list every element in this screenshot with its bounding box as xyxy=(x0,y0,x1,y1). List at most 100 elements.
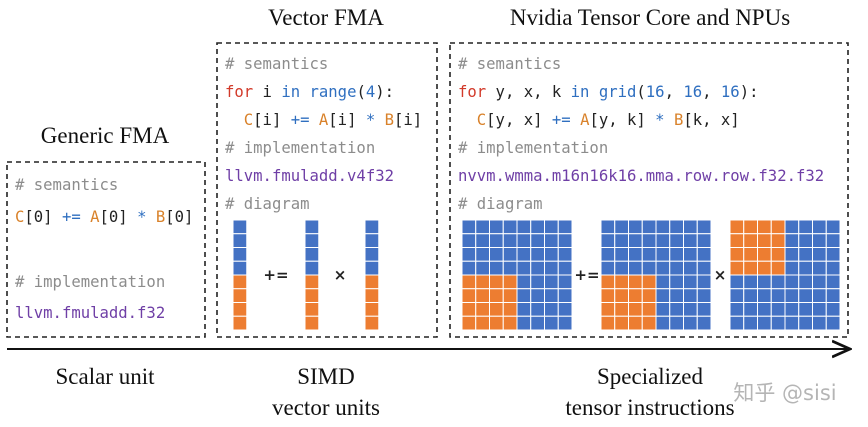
cell xyxy=(232,247,248,262)
cell xyxy=(475,219,490,235)
cell xyxy=(516,274,532,290)
cell xyxy=(743,315,758,331)
code-token: i xyxy=(253,83,281,101)
cell xyxy=(812,219,827,235)
code-line: # implementation xyxy=(458,139,608,157)
code-token: # diagram xyxy=(225,195,310,213)
code-line: # implementation xyxy=(225,139,375,157)
code-line: # diagram xyxy=(225,195,310,213)
cell xyxy=(628,233,643,248)
axis-label: vector units xyxy=(272,395,380,420)
cell xyxy=(743,233,758,248)
code-token: [0] xyxy=(165,208,193,226)
cell xyxy=(770,233,786,248)
cell xyxy=(544,233,559,248)
cell xyxy=(614,247,629,262)
code-token: for xyxy=(458,83,486,101)
code-line: # semantics xyxy=(458,55,561,73)
cell xyxy=(232,302,248,317)
code-token: ): xyxy=(375,83,394,101)
cell xyxy=(364,233,380,248)
cell xyxy=(461,219,477,235)
cell xyxy=(696,274,712,290)
cell xyxy=(655,274,671,290)
code-token: # implementation xyxy=(15,273,165,291)
code-token: * xyxy=(137,208,146,226)
code-line: for y, x, k in grid(16, 16, 16): xyxy=(458,83,758,101)
cell xyxy=(770,260,786,276)
cell xyxy=(784,315,800,331)
cell xyxy=(557,260,573,276)
cell xyxy=(614,260,629,276)
cell xyxy=(502,315,518,331)
code-token: B xyxy=(156,208,165,226)
code-token: A xyxy=(319,111,329,129)
watermark: 知乎 @sisi xyxy=(733,381,836,405)
code-token: # semantics xyxy=(458,55,561,73)
cell xyxy=(784,260,800,276)
cell xyxy=(516,302,532,317)
panel-title: Nvidia Tensor Core and NPUs xyxy=(510,5,790,30)
cell xyxy=(757,219,772,235)
code-token: [y, k] xyxy=(589,111,655,129)
cell xyxy=(475,233,490,248)
cell xyxy=(364,260,380,276)
cell xyxy=(641,260,657,276)
code-token: ( xyxy=(636,83,645,101)
cell xyxy=(770,302,786,317)
cell xyxy=(683,274,698,290)
cell xyxy=(489,288,504,303)
cell xyxy=(729,260,745,276)
cell xyxy=(628,260,643,276)
cell xyxy=(641,302,657,317)
cell xyxy=(364,288,380,303)
cell xyxy=(304,260,320,276)
cell xyxy=(743,274,758,290)
cell xyxy=(798,247,813,262)
cell xyxy=(696,233,712,248)
cell xyxy=(757,315,772,331)
cell xyxy=(489,315,504,331)
code-line: # diagram xyxy=(458,195,543,213)
code-token: # semantics xyxy=(225,55,328,73)
cell xyxy=(743,260,758,276)
cell xyxy=(655,219,671,235)
cell xyxy=(743,247,758,262)
cell xyxy=(475,315,490,331)
code-token: A xyxy=(580,111,590,129)
cell xyxy=(544,315,559,331)
cell xyxy=(825,219,841,235)
cell xyxy=(683,247,698,262)
cell xyxy=(232,315,248,331)
cell xyxy=(600,233,616,248)
cell xyxy=(232,288,248,303)
cell xyxy=(812,274,827,290)
cell xyxy=(557,233,573,248)
vector-box xyxy=(216,42,438,338)
code-token: * xyxy=(366,111,375,129)
cell xyxy=(825,315,841,331)
cell xyxy=(489,260,504,276)
cell xyxy=(530,288,545,303)
code-token: , xyxy=(665,83,684,101)
cell xyxy=(641,274,657,290)
code-token: [i] xyxy=(328,111,366,129)
code-token: C xyxy=(477,111,486,129)
cell xyxy=(696,247,712,262)
code-token: A xyxy=(90,208,100,226)
cell xyxy=(669,302,684,317)
code-token xyxy=(571,111,580,129)
panel-title: Generic FMA xyxy=(41,123,170,148)
code-line: for i in range(4): xyxy=(225,83,394,101)
cell xyxy=(461,274,477,290)
cell xyxy=(489,302,504,317)
cell xyxy=(364,247,380,262)
cell xyxy=(530,219,545,235)
cell xyxy=(530,302,545,317)
cell xyxy=(600,247,616,262)
cell xyxy=(729,233,745,248)
cell xyxy=(502,233,518,248)
cell xyxy=(784,247,800,262)
cell xyxy=(683,315,698,331)
